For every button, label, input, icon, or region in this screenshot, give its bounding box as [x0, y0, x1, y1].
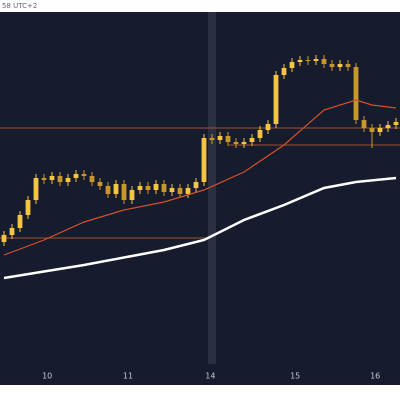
candle-body	[209, 138, 215, 140]
candle-body	[297, 60, 303, 62]
x-tick-label: 16	[370, 372, 380, 381]
x-tick-label: 11	[123, 372, 133, 381]
candle-body	[249, 138, 255, 142]
x-tick-label: 15	[290, 372, 300, 381]
candle-body	[105, 186, 111, 194]
candle-body	[337, 64, 343, 67]
candle-body	[81, 174, 87, 176]
candle-body	[17, 215, 23, 228]
candle-body	[177, 188, 183, 194]
candle-body	[217, 136, 223, 140]
plot-background	[0, 12, 400, 385]
candle-body	[161, 184, 167, 192]
candle-body	[169, 188, 175, 192]
candle-body	[145, 186, 151, 190]
candle-body	[185, 188, 191, 194]
candle-body	[129, 190, 135, 200]
candle-body	[89, 176, 95, 182]
candle-body	[369, 128, 375, 132]
candle-body	[377, 128, 383, 132]
candle-body	[193, 182, 199, 188]
candle-body	[329, 64, 335, 67]
candle-body	[321, 59, 327, 64]
moving-average	[3, 176, 397, 280]
candle-body	[137, 186, 143, 190]
candle-body	[113, 184, 119, 194]
candle-body	[265, 124, 271, 130]
candle-body	[121, 184, 127, 200]
candle-body	[33, 178, 39, 200]
candle-body	[361, 120, 367, 128]
candle-body	[289, 62, 295, 68]
candle-body	[97, 182, 103, 186]
candle-body	[49, 176, 55, 180]
candle-body	[153, 184, 159, 190]
candle-body	[313, 59, 319, 61]
candle-body	[25, 200, 31, 215]
candle-body	[273, 75, 279, 124]
candle-body	[393, 122, 399, 125]
candle-body	[57, 176, 63, 182]
time-label: 58 UTC+2	[2, 2, 37, 10]
candle-body	[241, 142, 247, 144]
candle-body	[41, 178, 47, 180]
candle-body	[1, 235, 7, 242]
x-tick-label: 14	[205, 372, 215, 381]
candle-body	[201, 138, 207, 182]
candle-body	[353, 67, 359, 120]
crosshair-band	[208, 12, 216, 364]
candle-body	[385, 125, 391, 128]
candle-body	[345, 64, 351, 67]
candle-body	[233, 142, 239, 144]
candle-body	[257, 130, 263, 138]
candle-body	[281, 68, 287, 75]
candle-body	[65, 178, 71, 182]
moving-average	[3, 99, 397, 256]
candle-body	[73, 174, 79, 178]
candle-body	[9, 228, 15, 235]
candle-body	[305, 60, 311, 61]
x-tick-label: 10	[42, 372, 52, 381]
candle-body	[225, 136, 231, 142]
